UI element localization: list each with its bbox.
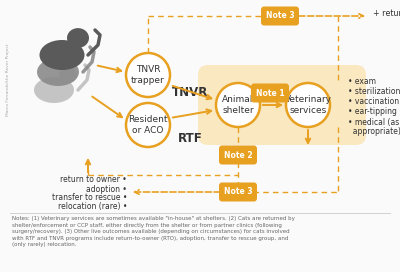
Text: transfer to rescue •: transfer to rescue • <box>52 193 127 202</box>
Text: Note 3: Note 3 <box>224 187 252 196</box>
Ellipse shape <box>40 40 84 70</box>
Polygon shape <box>69 70 75 80</box>
FancyBboxPatch shape <box>198 65 366 145</box>
Circle shape <box>126 103 170 147</box>
Polygon shape <box>64 51 70 62</box>
FancyBboxPatch shape <box>251 84 289 103</box>
Text: TNVR
trapper: TNVR trapper <box>131 65 165 85</box>
Polygon shape <box>60 70 66 80</box>
Text: Note 1: Note 1 <box>256 88 284 97</box>
FancyBboxPatch shape <box>219 146 257 165</box>
Polygon shape <box>70 33 76 43</box>
Text: + return to owner: + return to owner <box>373 8 400 17</box>
Text: Resident
or ACO: Resident or ACO <box>128 115 168 135</box>
Text: Marco Ferrando/the Rover Project: Marco Ferrando/the Rover Project <box>6 44 10 116</box>
Text: Animal
shelter: Animal shelter <box>222 95 254 115</box>
Text: • exam: • exam <box>348 78 376 86</box>
Polygon shape <box>73 51 79 62</box>
Text: Veterinary
services: Veterinary services <box>284 95 332 115</box>
Text: relocation (rare) •: relocation (rare) • <box>58 202 127 212</box>
Circle shape <box>286 83 330 127</box>
Text: • vaccination: • vaccination <box>348 97 399 107</box>
Circle shape <box>216 83 260 127</box>
FancyBboxPatch shape <box>261 7 299 26</box>
Text: return to owner •: return to owner • <box>60 175 127 184</box>
Text: Note 3: Note 3 <box>266 11 294 20</box>
FancyBboxPatch shape <box>219 183 257 202</box>
Ellipse shape <box>67 28 89 48</box>
Ellipse shape <box>59 67 77 83</box>
Polygon shape <box>79 33 85 43</box>
Text: TNVR: TNVR <box>172 85 208 98</box>
Circle shape <box>126 53 170 97</box>
Text: adoption •: adoption • <box>86 184 127 193</box>
Text: Note 2: Note 2 <box>224 150 252 159</box>
Ellipse shape <box>37 58 79 86</box>
Text: • medical (as: • medical (as <box>348 118 399 126</box>
Ellipse shape <box>62 47 82 65</box>
Ellipse shape <box>34 77 74 103</box>
Text: appropriate): appropriate) <box>348 128 400 137</box>
Text: RTF: RTF <box>178 131 202 144</box>
Text: • ear-tipping: • ear-tipping <box>348 107 397 116</box>
Text: Notes: (1) Veterinary services are sometimes available "in-house" at shelters. (: Notes: (1) Veterinary services are somet… <box>12 216 295 248</box>
Text: • sterilization: • sterilization <box>348 88 400 97</box>
